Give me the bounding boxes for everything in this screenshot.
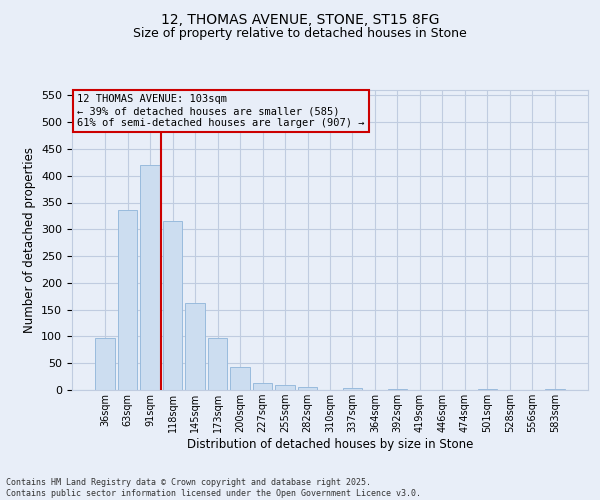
Bar xyxy=(163,221,182,390)
Text: Contains HM Land Registry data © Crown copyright and database right 2025.
Contai: Contains HM Land Registry data © Crown c… xyxy=(6,478,421,498)
X-axis label: Distribution of detached houses by size in Stone: Distribution of detached houses by size … xyxy=(187,438,473,451)
Y-axis label: Number of detached properties: Number of detached properties xyxy=(23,147,35,333)
Text: Size of property relative to detached houses in Stone: Size of property relative to detached ho… xyxy=(133,28,467,40)
Bar xyxy=(230,367,250,390)
Bar xyxy=(208,338,227,390)
Bar xyxy=(545,389,565,390)
Text: 12, THOMAS AVENUE, STONE, ST15 8FG: 12, THOMAS AVENUE, STONE, ST15 8FG xyxy=(161,12,439,26)
Bar xyxy=(275,385,295,390)
Bar xyxy=(118,210,137,390)
Bar xyxy=(185,302,205,390)
Text: 12 THOMAS AVENUE: 103sqm
← 39% of detached houses are smaller (585)
61% of semi-: 12 THOMAS AVENUE: 103sqm ← 39% of detach… xyxy=(77,94,365,128)
Bar xyxy=(95,338,115,390)
Bar xyxy=(298,387,317,390)
Bar xyxy=(140,165,160,390)
Bar xyxy=(343,388,362,390)
Bar xyxy=(253,383,272,390)
Bar xyxy=(478,389,497,390)
